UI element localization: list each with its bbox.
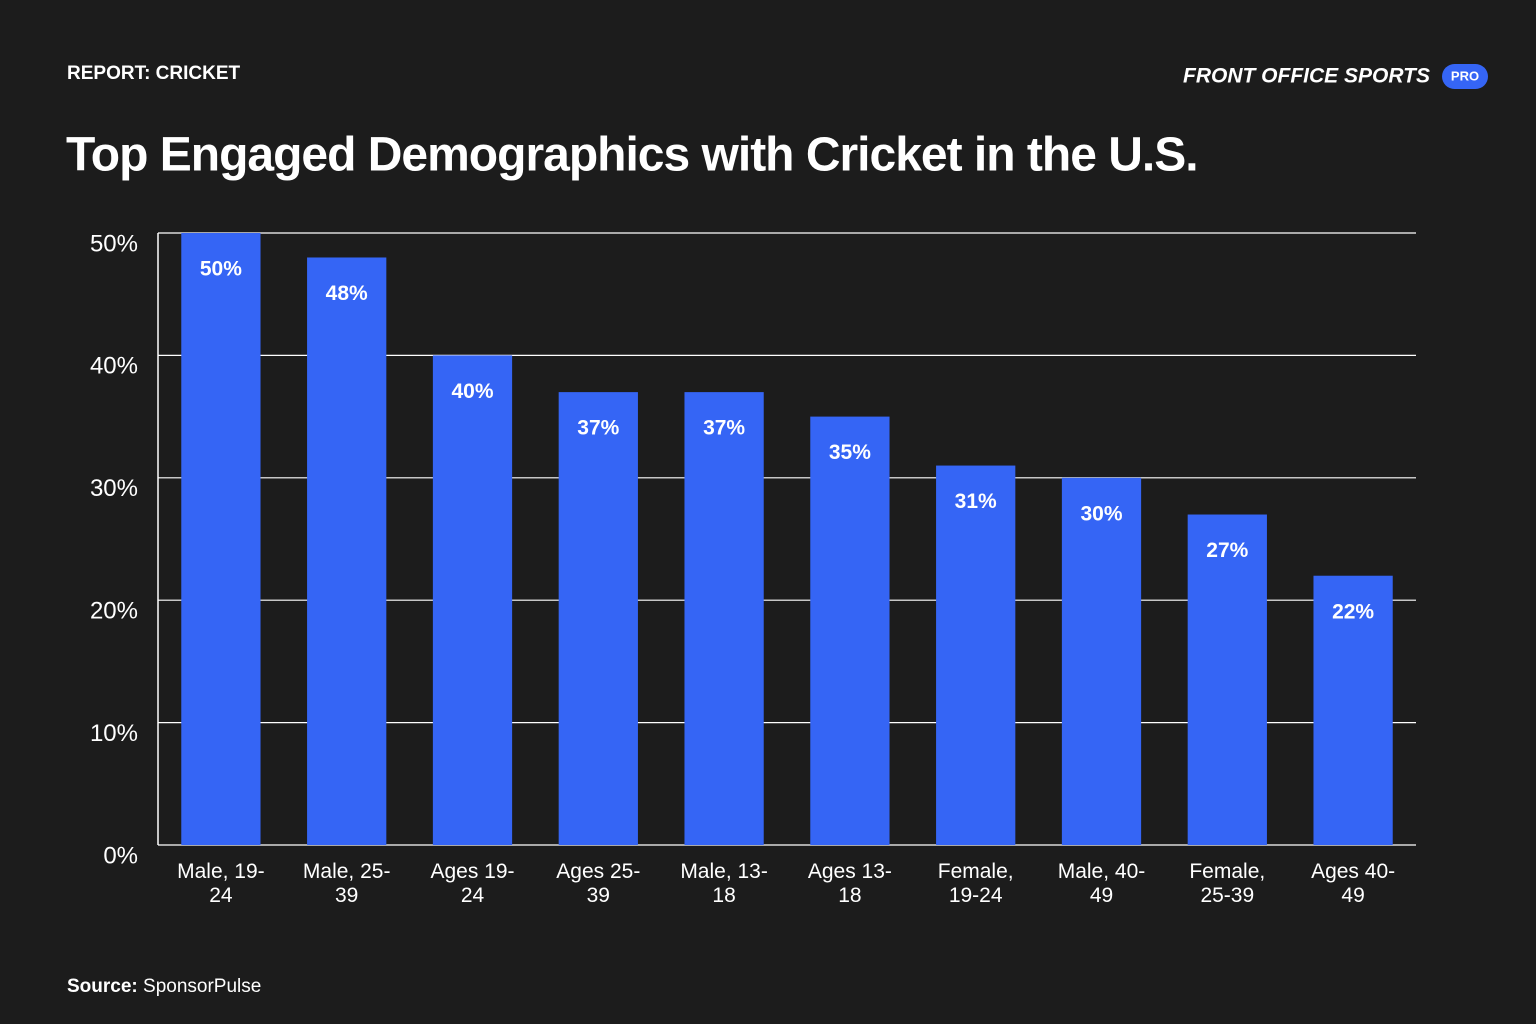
bar — [1061, 477, 1142, 845]
bar — [1187, 514, 1267, 845]
bar — [1313, 575, 1393, 845]
y-tick-label: 30% — [90, 475, 138, 502]
value-label: 35% — [829, 441, 871, 464]
bar — [181, 233, 261, 845]
value-label: 48% — [326, 282, 368, 305]
value-label: 50% — [200, 258, 242, 281]
y-tick-label: 10% — [90, 720, 138, 747]
x-tick-label: Male, 13-18 — [680, 860, 768, 907]
bar — [810, 416, 890, 845]
badge: PRO — [1451, 68, 1479, 83]
bar — [432, 355, 513, 845]
value-label: 22% — [1332, 600, 1374, 623]
y-tick-label: 40% — [90, 353, 138, 380]
bar — [936, 465, 1016, 845]
value-label: 40% — [451, 380, 493, 403]
y-tick-label: 50% — [90, 230, 138, 257]
badge-pill — [1442, 64, 1488, 89]
source-label: Source: — [67, 976, 138, 997]
x-tick-label: Ages 13-18 — [807, 860, 892, 907]
value-label: 37% — [577, 417, 619, 440]
bar — [684, 392, 764, 845]
x-tick-label: Male, 25-39 — [302, 860, 391, 907]
source-text: SponsorPulse — [143, 976, 261, 997]
bar — [307, 257, 387, 846]
value-label: 37% — [703, 417, 745, 440]
x-tick-label: Male, 40-49 — [1057, 860, 1146, 907]
x-tick-label: Female, 25-39 — [1189, 860, 1266, 907]
source: Source: SponsorPulse — [67, 976, 261, 997]
report-label: REPORT: CRICKET — [67, 63, 241, 84]
x-tick-label: Male, 19-24 — [177, 860, 265, 907]
brand: FRONT OFFICE SPORTS — [1183, 65, 1430, 88]
x-tick-label: Ages 19-24 — [430, 860, 515, 907]
bar — [558, 392, 638, 845]
y-tick-label: 0% — [103, 842, 138, 869]
x-tick-label: Ages 25-39 — [556, 860, 641, 907]
y-tick-label: 20% — [90, 598, 138, 625]
value-label: 30% — [1080, 502, 1122, 525]
value-label: 27% — [1206, 539, 1248, 562]
x-tick-label: Ages 40-49 — [1311, 860, 1396, 907]
x-tick-label: Female, 19-24 — [937, 860, 1014, 907]
value-label: 31% — [955, 490, 997, 513]
chart-title: Top Engaged Demographics with Cricket in… — [66, 129, 1198, 182]
